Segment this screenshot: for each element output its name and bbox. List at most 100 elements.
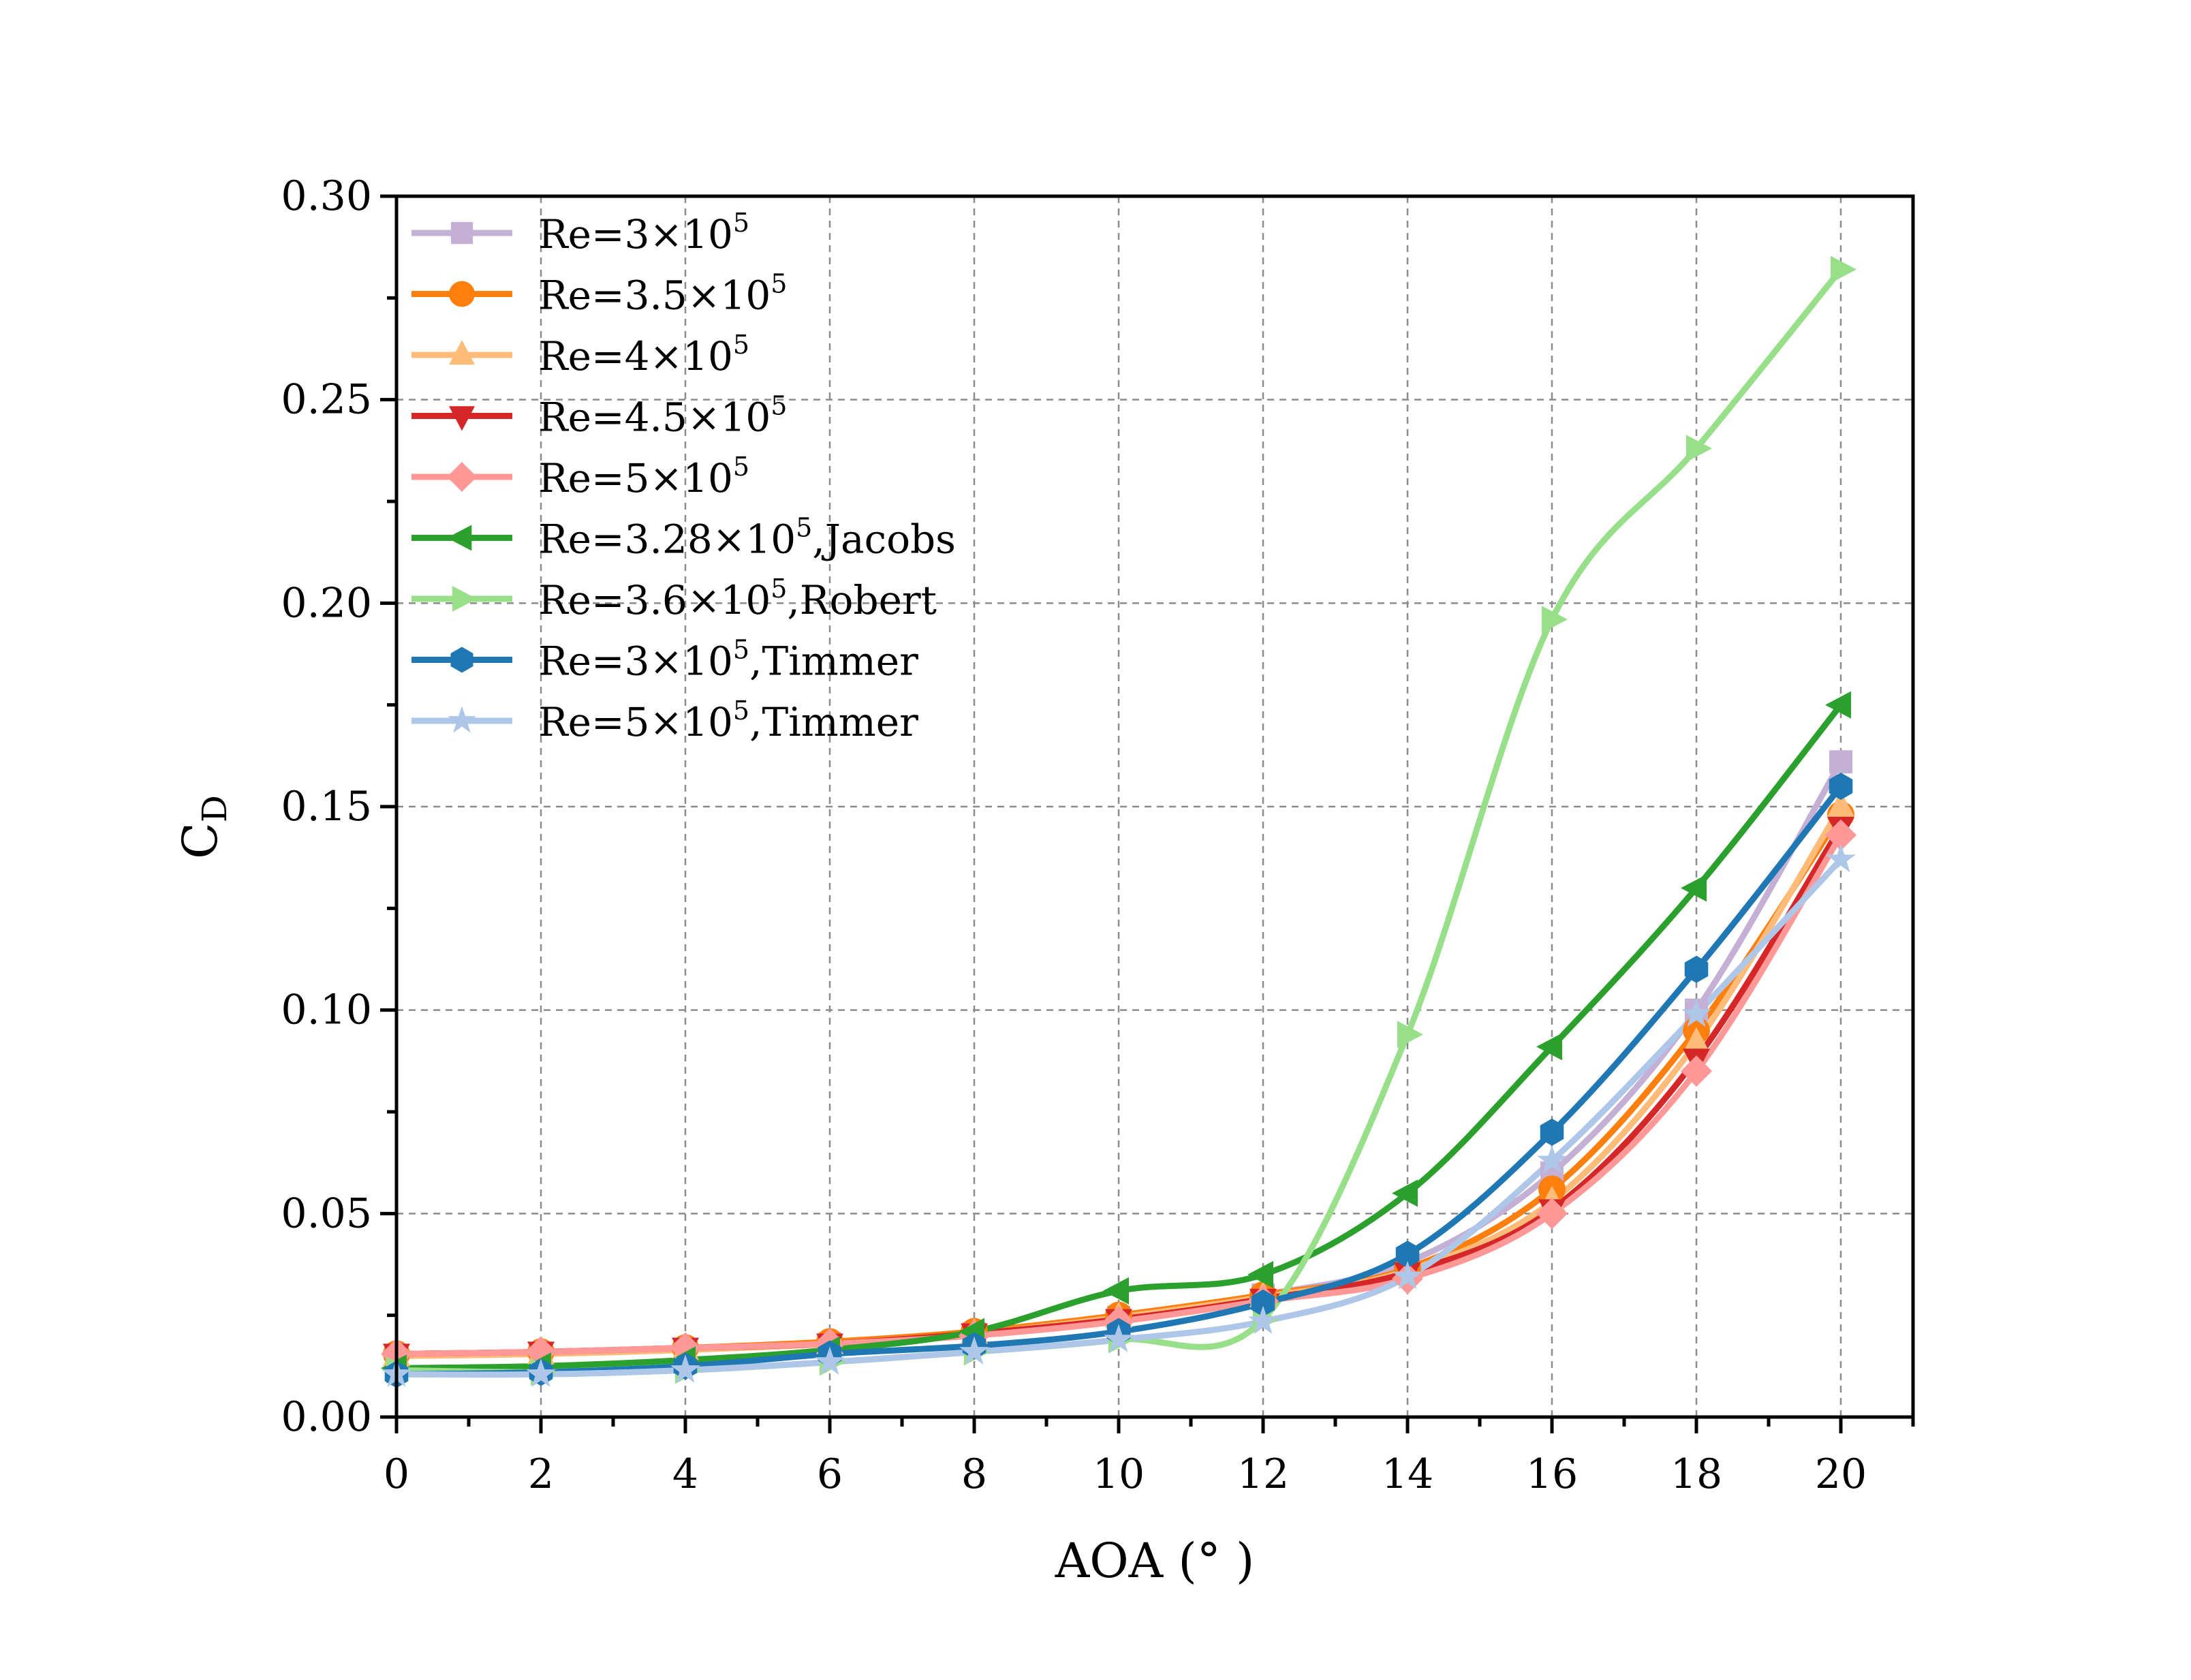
legend-label-2: Re=3.5×105 xyxy=(538,269,787,319)
legend-label-3: Re=4×105 xyxy=(538,330,749,379)
y-tick-label: 0.20 xyxy=(281,579,372,627)
x-axis-title: AOA (° ) xyxy=(1055,1533,1255,1589)
legend-label-main: Re=4×10 xyxy=(538,333,733,379)
data-point-series-9 xyxy=(1104,1324,1134,1353)
data-point-series-9 xyxy=(815,1346,845,1375)
legend-label-main: Re=5×10 xyxy=(538,699,733,745)
legend-label-7: Re=3.6×105,Robert xyxy=(538,574,937,623)
legend-label-8: Re=3×105,Timmer xyxy=(538,635,918,685)
data-point-series-1 xyxy=(1829,750,1852,774)
x-tick-label: 16 xyxy=(1526,1450,1578,1498)
legend-marker-3 xyxy=(449,340,475,365)
legend-label-exponent: 5 xyxy=(733,330,749,360)
series-line-5 xyxy=(393,832,1844,1357)
data-point-series-9 xyxy=(1537,1145,1567,1174)
legend-label-exponent: 5 xyxy=(771,269,787,299)
y-tick-label: 0.05 xyxy=(281,1189,372,1237)
data-point-series-5 xyxy=(1536,1198,1568,1230)
legend-label-main: Re=3.5×10 xyxy=(538,273,771,319)
series-line-6 xyxy=(393,702,1844,1371)
data-point-series-6 xyxy=(1392,1179,1418,1207)
series-lines xyxy=(393,266,1844,1378)
y-axis-title-subscript: D xyxy=(195,795,234,822)
legend-marker-7 xyxy=(452,586,477,612)
legend-label-exponent: 5 xyxy=(733,452,749,482)
x-tick-label: 18 xyxy=(1671,1450,1722,1498)
legend-marker-8 xyxy=(450,647,473,673)
data-point-series-7 xyxy=(1686,435,1712,463)
legend-label-exponent: 5 xyxy=(733,696,749,726)
legend-marker-1 xyxy=(450,221,473,245)
x-tick-label: 6 xyxy=(817,1450,843,1498)
x-tick-label: 10 xyxy=(1093,1450,1145,1498)
legend-label-source: ,Timmer xyxy=(749,699,918,745)
legend-marker-2 xyxy=(449,281,475,307)
y-tick-label: 0.25 xyxy=(281,376,372,424)
data-point-series-6 xyxy=(1103,1277,1129,1305)
data-point-series-7 xyxy=(1542,606,1568,634)
legend-label-main: Re=4.5×10 xyxy=(538,394,771,441)
legend-label-5: Re=5×105 xyxy=(538,452,749,501)
y-tick-label: 0.15 xyxy=(281,783,372,830)
y-axis-title-base: C xyxy=(172,822,228,859)
data-point-series-8 xyxy=(1540,1118,1564,1146)
legend-marker-6 xyxy=(447,525,472,551)
data-point-series-9 xyxy=(1248,1305,1278,1335)
data-point-series-8 xyxy=(1395,1241,1420,1269)
y-tick-label: 0.30 xyxy=(281,172,372,220)
legend-label-source: ,Jacobs xyxy=(812,516,956,563)
legend-label-exponent: 5 xyxy=(733,208,749,238)
data-point-series-9 xyxy=(526,1358,556,1387)
series-markers xyxy=(381,255,1856,1388)
data-point-series-9 xyxy=(1826,843,1856,873)
x-tick-label: 0 xyxy=(384,1450,409,1498)
legend-label-main: Re=3×10 xyxy=(538,638,733,685)
legend-label-main: Re=3.6×10 xyxy=(538,577,771,623)
x-tick-label: 2 xyxy=(528,1450,554,1498)
data-point-series-7 xyxy=(1831,255,1856,283)
legend-label-exponent: 5 xyxy=(796,513,812,543)
axis-ticks xyxy=(380,194,1915,1433)
data-point-series-3 xyxy=(1827,791,1854,817)
legend-label-exponent: 5 xyxy=(733,635,749,665)
legend-label-exponent: 5 xyxy=(771,574,787,604)
data-point-series-9 xyxy=(670,1354,700,1383)
legend-label-9: Re=5×105,Timmer xyxy=(538,696,918,745)
x-tick-label: 12 xyxy=(1237,1450,1289,1498)
data-point-series-8 xyxy=(1251,1289,1275,1317)
x-tick-label: 8 xyxy=(961,1450,987,1498)
legend-label-main: Re=3×10 xyxy=(538,211,733,258)
legend-marker-9 xyxy=(448,706,476,733)
series-line-9 xyxy=(393,856,1844,1378)
x-tick-label: 20 xyxy=(1815,1450,1867,1498)
legend-label-main: Re=5×10 xyxy=(538,455,733,501)
axis-tick-labels: 0 2 4 6 8 10 12 14 16 18 20 0.00 0.05 0.10 0.15 0.20 0.2… xyxy=(281,172,1867,1498)
data-point-series-5 xyxy=(1825,819,1856,851)
data-point-series-6 xyxy=(1825,691,1851,719)
data-point-series-9 xyxy=(959,1336,989,1365)
y-tick-label: 0.10 xyxy=(281,986,372,1034)
series-line-8 xyxy=(393,783,1844,1378)
y-axis-title: CD xyxy=(172,795,234,859)
data-point-series-6 xyxy=(1247,1260,1273,1288)
legend-label-exponent: 5 xyxy=(771,391,787,421)
legend-label-main: Re=3.28×10 xyxy=(538,516,796,563)
x-tick-label: 4 xyxy=(672,1450,698,1498)
data-point-series-8 xyxy=(1684,955,1709,983)
data-point-series-7 xyxy=(1397,1021,1423,1048)
legend-label-source: ,Robert xyxy=(787,577,937,623)
data-point-series-9 xyxy=(1393,1260,1423,1290)
legend: Re=3×105Re=3.5×105Re=4×105Re=4.5×105Re=5… xyxy=(411,208,956,745)
data-point-series-8 xyxy=(1829,773,1853,800)
x-tick-label: 14 xyxy=(1382,1450,1433,1498)
legend-label-source: ,Timmer xyxy=(749,638,918,685)
legend-label-4: Re=4.5×105 xyxy=(538,391,787,441)
legend-marker-4 xyxy=(449,406,475,431)
data-point-series-3 xyxy=(1683,1027,1710,1053)
legend-label-6: Re=3.28×105,Jacobs xyxy=(538,513,956,563)
legend-marker-5 xyxy=(447,462,477,492)
data-point-series-9 xyxy=(1681,998,1711,1027)
data-point-series-6 xyxy=(1536,1033,1562,1061)
